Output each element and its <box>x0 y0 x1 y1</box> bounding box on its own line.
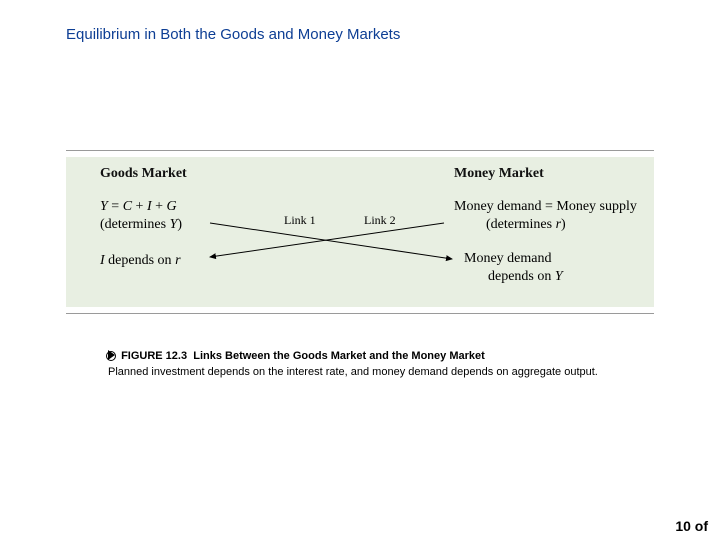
page-title: Equilibrium in Both the Goods and Money … <box>66 26 400 43</box>
money-depends-line2: depends on Y <box>488 269 563 285</box>
money-equation: Money demand = Money supply <box>454 199 637 215</box>
figure-container: Goods Market Money Market Y = C + I + G … <box>66 150 654 314</box>
goods-equation: Y = C + I + G <box>100 199 177 215</box>
caption-heading: FIGURE 12.3 Links Between the Goods Mark… <box>108 350 648 362</box>
money-market-header: Money Market <box>454 166 544 182</box>
money-depends-var: Y <box>555 269 563 284</box>
goods-depends: I depends on r <box>100 253 181 269</box>
caption-body: Planned investment depends on the intere… <box>108 366 648 378</box>
link1-label: Link 1 <box>284 213 316 228</box>
goods-market-header: Goods Market <box>100 166 187 182</box>
slide-page: Equilibrium in Both the Goods and Money … <box>0 0 720 540</box>
caption-figure-label: FIGURE 12.3 <box>121 350 187 362</box>
link2-label: Link 2 <box>364 213 396 228</box>
page-number: 10 of <box>675 518 708 534</box>
money-depends-line1: Money demand <box>464 251 551 267</box>
figure-caption: FIGURE 12.3 Links Between the Goods Mark… <box>108 350 648 378</box>
money-depends-prefix: depends on <box>488 269 555 284</box>
caption-arrow-icon <box>108 350 115 360</box>
goods-determines: (determines Y) <box>100 217 182 233</box>
caption-figure-title-text: Links Between the Goods Market and the M… <box>193 350 485 362</box>
money-determines: (determines r) <box>486 217 566 233</box>
